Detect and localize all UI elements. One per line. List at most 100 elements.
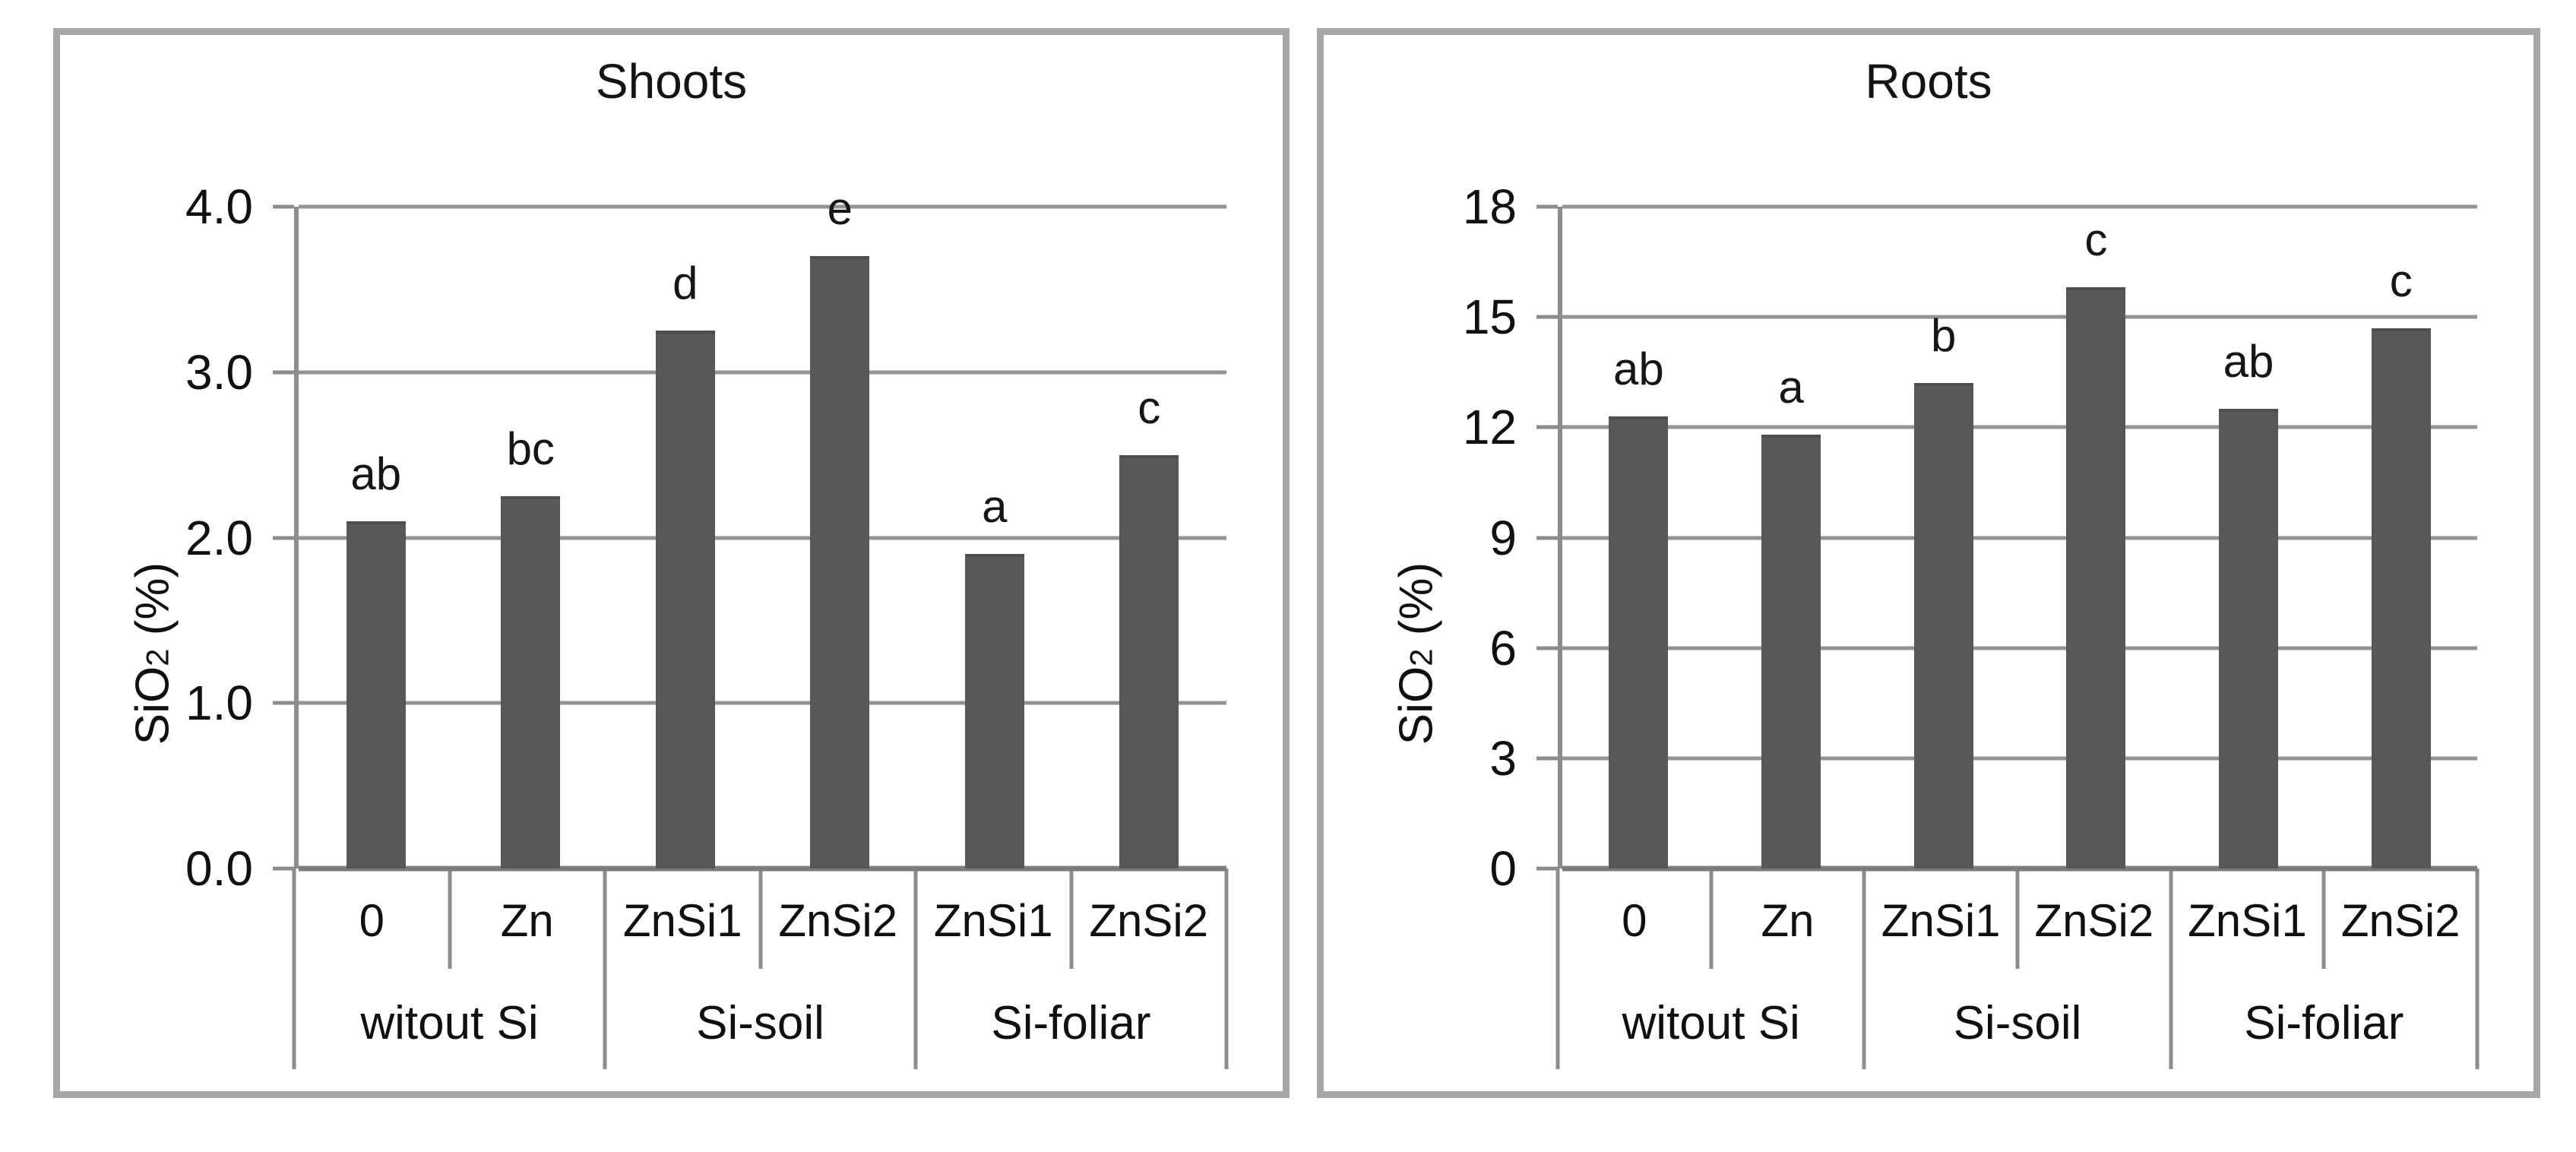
- group-label: Si-foliar: [2244, 997, 2404, 1049]
- plot-area: 4.0 3.0 2.0 1.0 0.0 ab bc d e a c: [185, 182, 1227, 893]
- y-tick-label: 18: [1462, 179, 1517, 234]
- plot-area: 18 15 12 9 6 3 0 ab a b c ab c: [1463, 182, 2477, 893]
- sig-letter: e: [827, 183, 853, 235]
- gridline: [1562, 866, 2477, 872]
- chart-title: Roots: [1865, 54, 1992, 109]
- x-axis-table: 0 Zn ZnSi1 ZnSi2 ZnSi1 ZnSi2 witout Si Si-soil S…: [1555, 869, 2479, 1069]
- category-label: ZnSi1: [1881, 895, 2001, 946]
- table-separator-line: [1224, 869, 1229, 1069]
- category-label: 0: [1622, 895, 1647, 946]
- bar-column: c: [2020, 207, 2173, 869]
- table-separator-line: [913, 869, 918, 1069]
- bar-column: ab: [2173, 207, 2325, 869]
- y-tick-label: 12: [1462, 400, 1517, 455]
- group-row: witout Si Si-soil Si-foliar: [1558, 969, 2477, 1069]
- y-axis-label-unit: (%): [126, 562, 179, 649]
- group-label: Si-soil: [1953, 997, 2082, 1049]
- shoots-chart-panel: Shoots SiO2 (%) 4.0 3.0 2.0 1.0 0.0 ab bc d e a c …: [53, 28, 1290, 1098]
- y-tick-label: 6: [1489, 620, 1517, 676]
- y-tick-label: 9: [1489, 510, 1517, 565]
- bar-column: ab: [299, 207, 454, 869]
- gridline: [1562, 536, 2477, 540]
- sig-letter: a: [1778, 362, 1804, 413]
- sig-letter: c: [2389, 255, 2413, 306]
- gridline: [1562, 204, 2477, 209]
- sig-letter: ab: [350, 448, 402, 499]
- y-axis-tick-mark: [1536, 756, 1558, 761]
- sig-letter: ab: [1612, 343, 1664, 394]
- y-axis-tick-mark: [1536, 204, 1558, 209]
- bar: [655, 331, 715, 869]
- table-separator-line: [603, 869, 607, 1069]
- table-separator-line: [1709, 869, 1714, 969]
- gridline: [299, 536, 1226, 540]
- sig-letter: c: [2084, 214, 2108, 266]
- y-axis-tick-mark: [273, 701, 294, 705]
- table-separator-line: [2475, 869, 2479, 1069]
- category-label: ZnSi2: [2340, 895, 2460, 946]
- y-axis-label-unit: (%): [1390, 562, 1443, 649]
- group-label: witout Si: [1622, 997, 1800, 1049]
- group-label: witout Si: [360, 997, 539, 1049]
- bar-column: a: [1715, 207, 1868, 869]
- table-separator-line: [758, 869, 762, 969]
- y-tick-label: 0: [1489, 841, 1517, 896]
- bar-column: e: [763, 186, 918, 869]
- bar-column: d: [608, 207, 763, 869]
- y-tick-label: 3.0: [185, 344, 253, 400]
- category-label: ZnSi2: [1089, 895, 1209, 946]
- sig-letter: ab: [2223, 336, 2274, 388]
- category-label: ZnSi2: [2034, 895, 2154, 946]
- table-separator-line: [1555, 869, 1560, 1069]
- y-tick-label: 0.0: [185, 841, 253, 896]
- y-axis-label-subscript: 2: [1403, 648, 1439, 666]
- category-label: ZnSi1: [933, 895, 1053, 946]
- bar-column: b: [1867, 207, 2020, 869]
- bar: [2219, 409, 2279, 869]
- y-tick-label: 2.0: [185, 510, 253, 565]
- roots-chart-panel: Roots SiO2 (%) 18 15 12 9 6 3 0 ab a b c ab c 0 Zn ZnS…: [1317, 28, 2540, 1098]
- table-separator-line: [1862, 869, 1866, 1069]
- y-axis-tick-mark: [1536, 536, 1558, 540]
- category-label: ZnSi1: [2188, 895, 2307, 946]
- y-axis-tick-mark: [273, 204, 294, 209]
- bar: [810, 256, 870, 869]
- y-axis-tick-mark: [1536, 315, 1558, 319]
- table-separator-line: [292, 869, 296, 1069]
- table-separator-line: [2321, 869, 2326, 969]
- bar-column: a: [917, 207, 1072, 869]
- y-axis-label-main: SiO: [126, 666, 179, 745]
- y-tick-label: 3: [1489, 730, 1517, 786]
- y-axis-tick-mark: [273, 866, 294, 871]
- gridline: [299, 204, 1226, 209]
- gridline: [1562, 756, 2477, 761]
- bar-columns: ab a b c ab c: [1562, 207, 2477, 869]
- y-axis-label: SiO2 (%): [126, 562, 180, 745]
- y-axis-label: SiO2 (%): [1390, 562, 1444, 745]
- bar: [1119, 454, 1179, 869]
- gridline: [1562, 646, 2477, 650]
- category-label: 0: [359, 895, 385, 946]
- group-label: Si-soil: [696, 997, 824, 1049]
- sig-letter: d: [672, 258, 698, 309]
- category-row: 0 Zn ZnSi1 ZnSi2 ZnSi1 ZnSi2: [294, 869, 1226, 969]
- y-axis-tick-mark: [273, 370, 294, 375]
- gridline: [299, 701, 1226, 705]
- bar: [501, 496, 561, 869]
- group-row: witout Si Si-soil Si-foliar: [294, 969, 1226, 1069]
- sig-letter: bc: [506, 423, 555, 475]
- table-separator-line: [448, 869, 451, 969]
- bar: [964, 554, 1024, 869]
- category-label: Zn: [500, 895, 554, 946]
- bar-column: c: [1072, 207, 1227, 869]
- bar: [2066, 287, 2126, 869]
- category-label: ZnSi2: [778, 895, 898, 946]
- sig-letter: b: [1930, 310, 1957, 362]
- bar-column: ab: [1562, 207, 1715, 869]
- y-axis-tick-mark: [1536, 646, 1558, 650]
- group-label: Si-foliar: [991, 997, 1151, 1049]
- category-label: Zn: [1761, 895, 1815, 946]
- table-separator-line: [2169, 869, 2173, 1069]
- bar: [1761, 435, 1821, 869]
